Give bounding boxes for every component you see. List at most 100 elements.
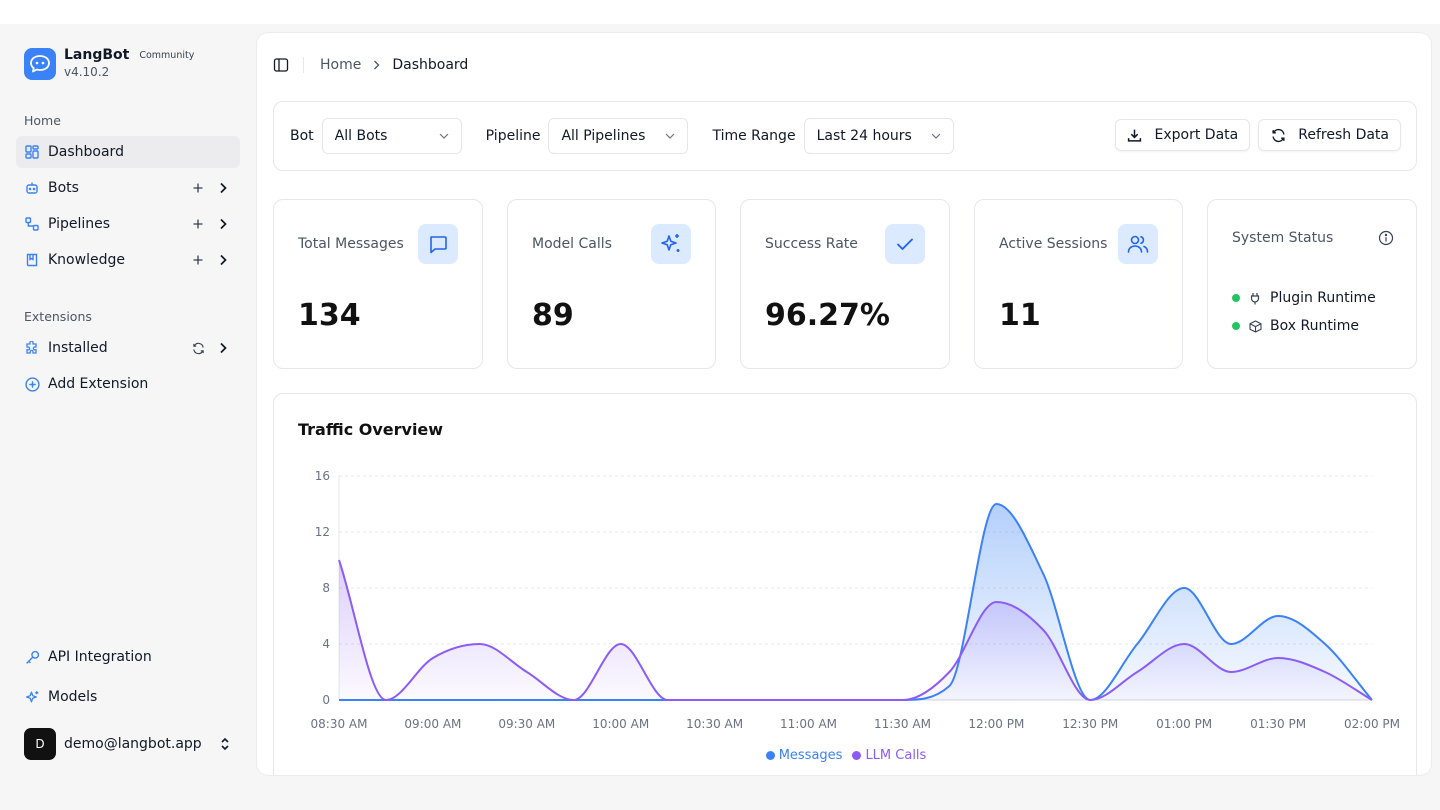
stat-card-model-calls: Model Calls 89	[507, 199, 716, 369]
legend-dot	[765, 751, 775, 760]
add-pipeline-plus-icon[interactable]	[190, 216, 206, 232]
status-row-plugin-runtime: Plugin Runtime	[1232, 290, 1376, 306]
stat-card-total-messages: Total Messages 134	[273, 199, 483, 369]
sidebar-item-label: API Integration	[48, 649, 152, 665]
pipeline-filter-label: Pipeline	[485, 128, 541, 144]
y-tick-label: 8	[322, 581, 330, 595]
sidebar-item-label: Add Extension	[48, 376, 149, 392]
sidebar: LangBot Community v4.10.2 Home Dashboard…	[0, 24, 256, 810]
pipeline-icon	[24, 216, 40, 232]
stat-card-active-sessions: Active Sessions 11	[974, 199, 1183, 369]
brand-name: LangBot	[64, 47, 130, 63]
stat-title: Active Sessions	[999, 236, 1108, 252]
x-tick-label: 10:00 AM	[592, 717, 649, 731]
chart-legend: Messages LLM Calls	[274, 748, 1418, 763]
bot-icon	[24, 180, 40, 196]
langbot-logo-icon	[24, 48, 56, 80]
chevron-right-icon[interactable]	[215, 340, 231, 356]
status-label: Box Runtime	[1270, 318, 1359, 334]
x-tick-label: 11:00 AM	[780, 717, 837, 731]
section-label-extensions: Extensions	[24, 309, 92, 324]
stat-title: Model Calls	[532, 236, 612, 252]
breadcrumb-current: Dashboard	[392, 57, 469, 73]
x-tick-label: 12:00 PM	[968, 717, 1024, 731]
refresh-icon[interactable]	[190, 340, 206, 356]
sidebar-item-label: Dashboard	[48, 144, 124, 160]
sidebar-toggle-icon[interactable]	[273, 57, 289, 73]
sidebar-item-knowledge[interactable]: Knowledge	[16, 244, 240, 276]
chevron-down-icon	[931, 133, 941, 139]
series-line-llm-calls	[338, 559, 1373, 702]
user-email: demo@langbot.app	[64, 736, 202, 752]
x-tick-label: 11:30 AM	[874, 717, 931, 731]
breadcrumb-divider	[303, 57, 304, 73]
bot-filter-label: Bot	[290, 128, 314, 144]
legend-label: LLM Calls	[865, 748, 927, 763]
stat-value: 96.27%	[765, 298, 890, 333]
y-tick-label: 0	[322, 693, 330, 707]
y-tick-label: 4	[322, 637, 330, 651]
chevron-right-icon[interactable]	[215, 180, 231, 196]
chevrons-up-down-icon[interactable]	[220, 737, 230, 751]
sidebar-item-installed[interactable]: Installed	[16, 332, 240, 364]
time-range-select[interactable]: Last 24 hours	[803, 118, 954, 154]
sidebar-item-label: Bots	[48, 180, 79, 196]
sidebar-item-api-integration[interactable]: API Integration	[16, 641, 240, 673]
y-tick-label: 12	[315, 525, 330, 539]
chevron-right-icon[interactable]	[215, 252, 231, 268]
sidebar-item-label: Pipelines	[48, 216, 111, 232]
status-dot-online	[1232, 294, 1240, 302]
traffic-chart: 0 4 8 12 16 08:30 AM 09:00 AM 09:30 AM 10:00 AM 1…	[311, 469, 1400, 731]
add-bot-plus-icon[interactable]	[190, 180, 206, 196]
sidebar-item-pipelines[interactable]: Pipelines	[16, 208, 240, 240]
dashboard-icon	[24, 144, 40, 160]
info-icon[interactable]	[1378, 230, 1394, 246]
sidebar-item-bots[interactable]: Bots	[16, 172, 240, 204]
stat-value: 89	[532, 298, 574, 333]
breadcrumb-home-link[interactable]: Home	[320, 57, 362, 73]
plus-circle-icon	[24, 376, 40, 392]
avatar: D	[24, 728, 56, 760]
legend-label: Messages	[778, 748, 843, 763]
stat-value: 134	[298, 298, 361, 333]
bot-select[interactable]: All Bots	[321, 118, 462, 154]
x-tick-label: 01:00 PM	[1156, 717, 1212, 731]
sparkles-icon	[651, 224, 691, 264]
pipeline-select-value: All Pipelines	[561, 128, 646, 144]
system-status-card: System Status Plugin Runtime Box Runtime	[1207, 199, 1417, 369]
pipeline-select[interactable]: All Pipelines	[548, 118, 689, 154]
sidebar-item-label: Models	[48, 689, 98, 705]
key-icon	[24, 649, 40, 665]
refresh-data-button[interactable]: Refresh Data	[1258, 119, 1401, 151]
legend-item-messages[interactable]: Messages	[765, 748, 843, 763]
sidebar-item-dashboard[interactable]: Dashboard	[16, 136, 240, 168]
legend-item-llm-calls[interactable]: LLM Calls	[852, 748, 926, 763]
legend-dot	[852, 751, 862, 760]
brand-version: v4.10.2	[64, 65, 110, 79]
user-menu[interactable]: D demo@langbot.app	[24, 728, 240, 760]
sidebar-item-add-extension[interactable]: Add Extension	[16, 368, 240, 400]
sparkles-icon	[24, 689, 40, 705]
plug-icon	[1248, 291, 1262, 305]
add-knowledge-plus-icon[interactable]	[190, 252, 206, 268]
time-range-label: Time Range	[712, 128, 796, 144]
sidebar-item-label: Knowledge	[48, 252, 125, 268]
puzzle-icon	[24, 340, 40, 356]
stat-title: Success Rate	[765, 236, 858, 252]
brand[interactable]: LangBot Community v4.10.2	[24, 47, 194, 80]
x-tick-label: 09:30 AM	[498, 717, 555, 731]
stat-value: 11	[999, 298, 1041, 333]
download-icon	[1127, 127, 1143, 143]
x-tick-label: 01:30 PM	[1250, 717, 1306, 731]
section-label-home: Home	[24, 113, 61, 128]
y-tick-label: 16	[315, 469, 330, 483]
export-data-button[interactable]: Export Data	[1114, 119, 1251, 151]
sidebar-item-models[interactable]: Models	[16, 681, 240, 713]
book-icon	[24, 252, 40, 268]
x-tick-label: 12:30 PM	[1062, 717, 1118, 731]
chevron-right-icon[interactable]	[215, 216, 231, 232]
bot-select-value: All Bots	[334, 128, 388, 144]
status-dot-online	[1232, 322, 1240, 330]
chevron-down-icon	[439, 133, 449, 139]
sidebar-item-label: Installed	[48, 340, 108, 356]
